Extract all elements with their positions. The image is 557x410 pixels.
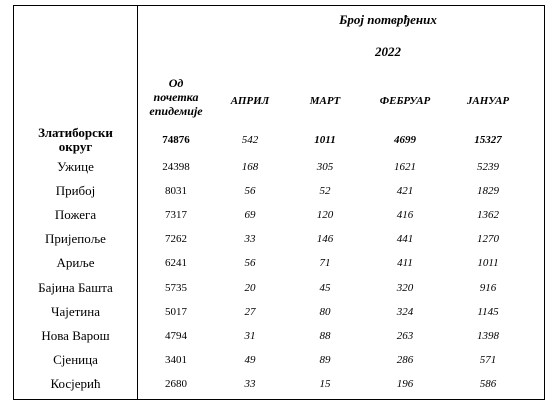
- cell-since: 3401: [165, 353, 187, 366]
- cell-march: 80: [319, 305, 331, 318]
- cell-march: 120: [316, 209, 334, 222]
- cell-january: 1011: [477, 257, 499, 270]
- municipality-name: Прибој: [55, 183, 96, 199]
- cell-january: 1398: [477, 329, 499, 342]
- municipality-name: Пријепоље: [45, 231, 106, 247]
- cell-march: 45: [319, 281, 331, 294]
- cell-april: 31: [244, 329, 256, 342]
- cell-april: 49: [244, 353, 256, 366]
- cell-february: 441: [396, 233, 414, 246]
- cell-february: 263: [396, 329, 414, 342]
- municipality-name: Нова Варош: [41, 327, 110, 343]
- cell-february: 324: [396, 305, 414, 318]
- region-march: 1011: [314, 134, 336, 146]
- cell-january: 916: [479, 281, 497, 294]
- municipality-name: Бајина Башта: [38, 279, 113, 295]
- municipality-name: Косјерић: [50, 375, 101, 391]
- municipality-name: Чајетина: [51, 303, 100, 319]
- column-header-january: ЈАНУАР: [466, 95, 510, 107]
- cell-january: 571: [479, 353, 497, 366]
- cell-march: 89: [319, 353, 331, 366]
- table-title: Број потврђених: [339, 12, 437, 27]
- cell-february: 320: [396, 281, 414, 294]
- cell-since: 2680: [165, 377, 187, 390]
- cell-april: 33: [244, 233, 256, 246]
- cell-march: 15: [319, 377, 331, 390]
- cell-since: 4794: [165, 329, 187, 342]
- cell-march: 71: [319, 257, 331, 270]
- cell-january: 1145: [477, 305, 499, 318]
- municipality-name: Сјеница: [53, 351, 98, 367]
- municipality-name: Ужице: [57, 159, 94, 174]
- table-year: 2022: [375, 44, 401, 59]
- municipality-name: Пожега: [54, 207, 97, 223]
- cell-april: 56: [244, 257, 256, 270]
- municipality-name: Ариље: [56, 255, 95, 271]
- cell-since: 7262: [165, 233, 187, 246]
- cell-february: 411: [397, 257, 413, 270]
- cell-february: 1621: [394, 161, 416, 173]
- covid-cases-table: Број потврђених 2022 Од почетка епидемиј…: [13, 5, 545, 400]
- column-divider: [137, 6, 138, 399]
- cell-since: 5017: [165, 305, 187, 318]
- cell-february: 196: [396, 377, 414, 390]
- cell-january: 1829: [477, 185, 499, 198]
- cell-january: 5239: [477, 161, 499, 173]
- cell-march: 305: [316, 161, 334, 173]
- cell-april: 27: [244, 305, 256, 318]
- cell-march: 88: [319, 329, 331, 342]
- column-header-february: ФЕБРУАР: [379, 95, 431, 107]
- region-april: 542: [241, 134, 259, 146]
- region-name: Златиборски округ: [38, 125, 113, 154]
- cell-since: 24398: [162, 161, 190, 173]
- region-january: 15327: [474, 134, 502, 146]
- cell-january: 1270: [477, 233, 499, 246]
- cell-january: 1362: [477, 209, 499, 222]
- region-since: 74876: [162, 134, 190, 146]
- cell-april: 20: [244, 281, 256, 294]
- column-header-since-start: Од почетка епидемије: [149, 76, 203, 118]
- region-february: 4699: [394, 134, 416, 146]
- cell-since: 5735: [165, 281, 187, 294]
- cell-april: 33: [244, 377, 256, 390]
- column-header-april: АПРИЛ: [230, 95, 270, 107]
- cell-april: 168: [241, 161, 259, 173]
- column-header-march: МАРТ: [309, 95, 341, 107]
- cell-march: 146: [316, 233, 334, 246]
- cell-january: 586: [479, 377, 497, 390]
- cell-february: 421: [396, 185, 414, 198]
- cell-march: 52: [319, 185, 331, 198]
- cell-since: 7317: [165, 209, 187, 222]
- cell-february: 416: [396, 209, 414, 222]
- cell-since: 6241: [165, 257, 187, 270]
- cell-april: 56: [244, 185, 256, 198]
- cell-april: 69: [244, 209, 256, 222]
- cell-since: 8031: [165, 185, 187, 198]
- cell-february: 286: [396, 353, 414, 366]
